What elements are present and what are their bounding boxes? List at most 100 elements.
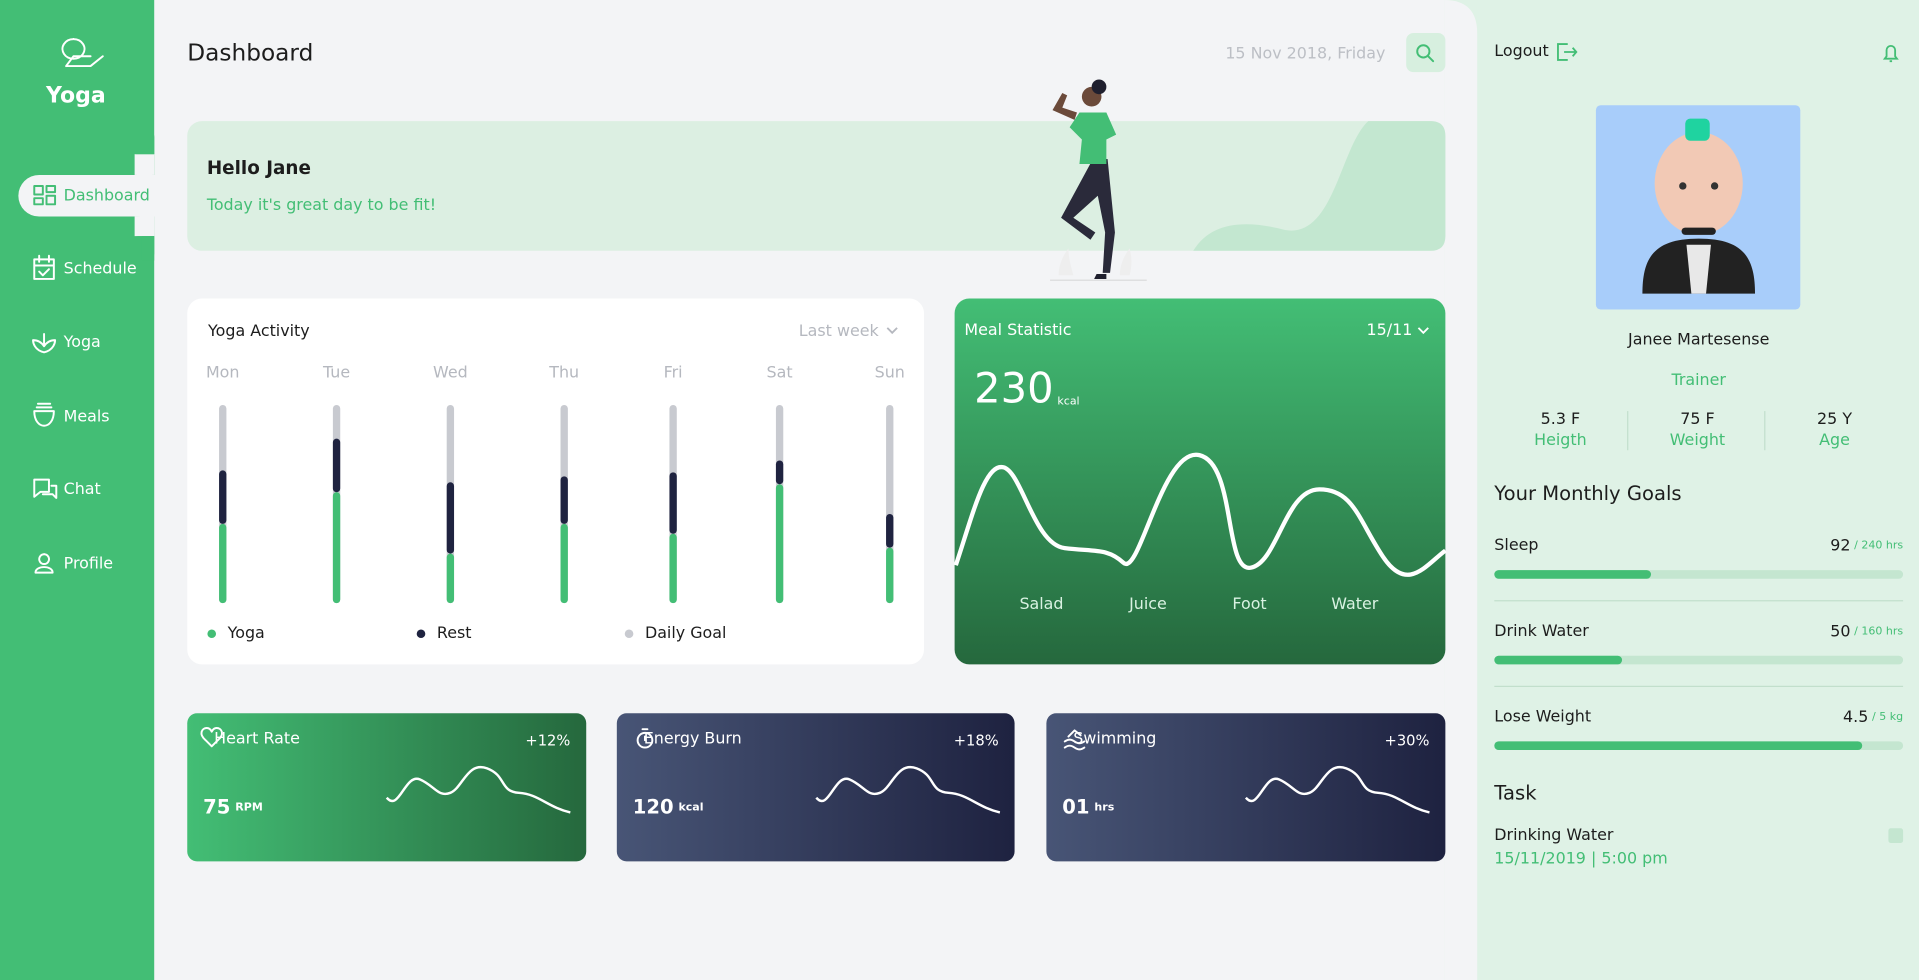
brand: Yoga [45, 84, 106, 109]
meal-unit: kcal [1057, 394, 1079, 407]
value: 92 [1830, 535, 1850, 554]
banner-message: Today it's great day to be fit! [206, 195, 436, 214]
meal-curve [953, 452, 1447, 577]
day-label: Tue [322, 363, 350, 382]
goal-progress [1494, 570, 1652, 579]
icon-profile [34, 553, 54, 574]
activity-bar [775, 460, 784, 485]
goals-title: Your Monthly Goals [1493, 482, 1681, 505]
icon-swim [1063, 729, 1086, 751]
meal-category: Juice [1128, 594, 1167, 613]
sparkline [815, 765, 1001, 814]
logout[interactable]: Logout [1494, 41, 1548, 60]
nav-active[interactable] [18, 174, 178, 217]
banner [187, 121, 1446, 251]
icon-meals [33, 402, 55, 427]
stat-value: 75 F [1680, 409, 1714, 428]
card-change: +18% [954, 732, 999, 749]
unit: kcal [678, 800, 703, 813]
nav-item[interactable]: Dashboard [64, 185, 150, 204]
period-select[interactable]: Last week [799, 321, 880, 340]
nav-item[interactable]: Meals [64, 407, 110, 426]
card-value: 01 hrs [1062, 795, 1114, 818]
card-title: Meal Statistic [964, 320, 1071, 339]
activity-bar [332, 438, 341, 493]
activity-bar [775, 484, 784, 604]
activity-bar [446, 553, 455, 604]
unit: hrs [1094, 800, 1114, 813]
card-value: 120 kcal [633, 795, 704, 818]
value: 4.5 [1843, 706, 1868, 725]
icon-heart [200, 726, 223, 748]
legend-label: Yoga [227, 623, 265, 642]
day-label: Sun [875, 363, 905, 382]
logo-icon [61, 38, 104, 68]
goal-name: Lose Weight [1494, 706, 1591, 725]
max: / 240 hrs [1854, 539, 1903, 552]
task-name: Drinking Water [1494, 825, 1614, 844]
profile-name: Janee Martesense [1627, 330, 1769, 349]
search-button[interactable] [1406, 33, 1446, 73]
legend-dot [207, 629, 217, 639]
activity-bar [669, 533, 677, 604]
day-label: Wed [433, 363, 468, 382]
task-title: Task [1493, 782, 1537, 805]
goal-progress [1494, 741, 1863, 750]
stat-value: 5.3 F [1541, 409, 1580, 428]
activity-bar [560, 523, 568, 604]
card-change: +30% [1385, 732, 1430, 749]
unit: RPM [235, 800, 262, 813]
activity-bar [560, 476, 568, 524]
icon-dashboard [33, 184, 57, 206]
sidebar [0, 0, 155, 980]
logout-icon [1557, 43, 1578, 61]
goal-progress [1494, 655, 1623, 665]
activity-bar [219, 470, 227, 524]
task-checkbox[interactable] [1888, 828, 1904, 843]
search-icon [1416, 44, 1435, 63]
nav-item[interactable]: Yoga [63, 332, 101, 351]
page-title: Dashboard [187, 39, 313, 66]
card-value: 75 RPM [203, 795, 263, 818]
legend-label: Daily Goal [645, 623, 726, 642]
day-label: Thu [548, 363, 579, 382]
yoga-activity-card [187, 298, 925, 665]
day-label: Fri [664, 363, 683, 382]
date: 15 Nov 2018, Friday [1225, 43, 1385, 62]
stat-label: Age [1819, 430, 1850, 449]
goal-value: 92 / 240 hrs [1830, 535, 1903, 554]
nav-item[interactable]: Chat [64, 479, 101, 498]
avatar-figure [1642, 118, 1756, 294]
nav-item[interactable]: Schedule [64, 259, 137, 278]
icon-timer [636, 728, 654, 749]
legend-label: Rest [437, 623, 472, 642]
activity-bar [219, 523, 227, 604]
legend-dot [624, 629, 634, 639]
stat-label: Heigth [1534, 430, 1587, 449]
greeting: Hello Jane [207, 158, 311, 179]
meal-date[interactable]: 15/11 [1367, 320, 1413, 339]
stat-value: 25 Y [1817, 409, 1852, 428]
activity-bar [669, 472, 677, 534]
goal-name: Drink Water [1494, 621, 1589, 640]
profile-role: Trainer [1670, 370, 1726, 389]
icon-yoga [32, 333, 57, 354]
bell-icon[interactable] [1882, 44, 1899, 63]
day-label: Mon [206, 363, 240, 382]
activity-bar [886, 513, 894, 548]
card-title: Swimming [1073, 728, 1156, 747]
goal-name: Sleep [1494, 535, 1538, 554]
nav-item[interactable]: Profile [64, 554, 113, 573]
card-title: Heart Rate [214, 728, 300, 747]
activity-bar [886, 547, 894, 604]
stat-label: Weight [1670, 430, 1725, 449]
value: 50 [1830, 621, 1850, 640]
sparkline [1244, 765, 1430, 814]
task-time: 15/11/2019 | 5:00 pm [1494, 848, 1667, 867]
goal-value: 4.5 / 5 kg [1843, 706, 1903, 725]
max: / 160 hrs [1854, 624, 1903, 637]
activity-bar [332, 492, 341, 604]
card-title: Energy Burn [644, 728, 742, 747]
